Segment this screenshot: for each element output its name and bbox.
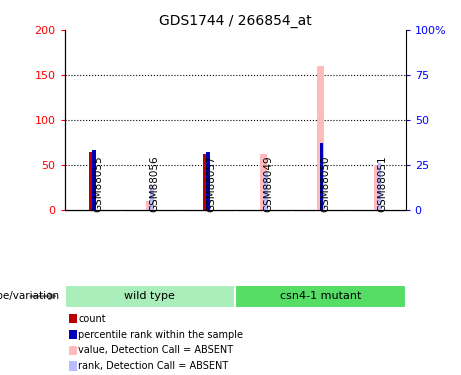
Bar [65,285,235,308]
Bar [203,154,206,210]
Text: GSM88056: GSM88056 [150,155,160,212]
Text: percentile rank within the sample: percentile rank within the sample [78,330,243,339]
Text: GSM88049: GSM88049 [264,155,273,212]
Bar [206,152,209,210]
Bar [317,66,324,210]
Text: rank, Detection Call = ABSENT: rank, Detection Call = ABSENT [78,361,229,371]
Bar [92,150,96,210]
Bar [260,154,267,210]
Text: csn4-1 mutant: csn4-1 mutant [280,291,361,301]
Bar [378,163,381,210]
Text: wild type: wild type [124,291,175,301]
Bar [147,201,153,210]
Bar [89,152,92,210]
Text: GSM88051: GSM88051 [377,155,387,212]
Text: GSM88057: GSM88057 [207,155,217,212]
Bar [321,142,325,210]
Text: GSM88055: GSM88055 [93,155,103,212]
Text: value, Detection Call = ABSENT: value, Detection Call = ABSENT [78,345,233,355]
Bar [374,165,381,210]
Text: count: count [78,314,106,324]
Text: genotype/variation: genotype/variation [0,291,60,301]
Bar [320,142,323,210]
Title: GDS1744 / 266854_at: GDS1744 / 266854_at [159,13,312,28]
Bar [235,285,406,308]
Bar [264,172,267,210]
Text: GSM88050: GSM88050 [320,155,331,212]
Bar [150,186,154,210]
